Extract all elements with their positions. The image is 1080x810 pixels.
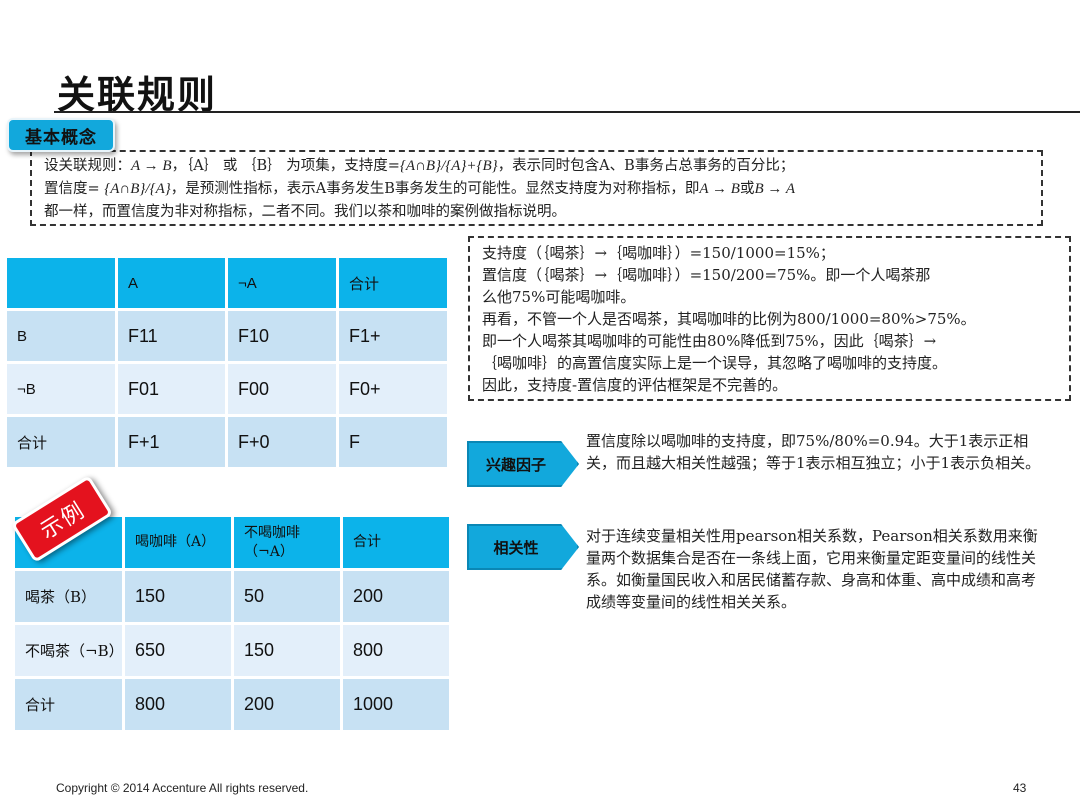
row-label: 合计: [7, 417, 115, 467]
table-row: 不喝茶（¬B） 650 150 800: [15, 625, 449, 676]
header-cell: 合计: [339, 258, 447, 308]
table-cell: F+1: [118, 417, 225, 467]
calc-line: 支持度（｛喝茶｝→｛喝咖啡｝）=150/1000=15%；: [482, 244, 835, 262]
table-row: B F11 F10 F1+: [7, 311, 447, 361]
table-cell: F11: [118, 311, 225, 361]
header-cell: ¬A: [228, 258, 336, 308]
header-cell: [7, 258, 115, 308]
interest-factor-tag: 兴趣因子: [467, 441, 579, 487]
table-row: 合计 800 200 1000: [15, 679, 449, 730]
header-cell: 不喝咖啡（¬A）: [234, 517, 340, 568]
table-row: 喝茶（B） 150 50 200: [15, 571, 449, 622]
header-cell: 合计: [343, 517, 449, 568]
rule-formula: A → B: [131, 158, 172, 174]
table-cell: 150: [125, 571, 231, 622]
calc-line: 即一个人喝茶其喝咖啡的可能性由80%降低到75%，因此｛喝茶｝→: [482, 332, 937, 350]
copyright-text: Copyright © 2014 Accenture All rights re…: [56, 781, 309, 795]
notation-table: A ¬A 合计 B F11 F10 F1+ ¬B F01 F00 F0+ 合计 …: [4, 255, 450, 470]
table-row: 合计 F+1 F+0 F: [7, 417, 447, 467]
row-label: B: [7, 311, 115, 361]
row-label: 不喝茶（¬B）: [15, 625, 124, 676]
calc-line: 再看，不管一个人是否喝茶，其喝咖啡的比例为800/1000=80%>75%。: [482, 310, 976, 328]
calc-line: ｛喝咖啡｝的高置信度实际上是一个误导，其忽略了喝咖啡的支持度。: [482, 354, 948, 372]
basic-concept-tag: 基本概念: [7, 118, 115, 152]
table-cell: 50: [234, 571, 340, 622]
interest-factor-description: 置信度除以喝咖啡的支持度，即75%/80%=0.94。大于1表示正相关，而且越大…: [586, 432, 1041, 472]
concept-line-2: 置信度= {A∩B}/{A}，是预测性指标，表示A事务发生B事务发生的可能性。显…: [44, 181, 795, 197]
table-cell: 650: [125, 625, 231, 676]
example-table: 喝咖啡（A） 不喝咖啡（¬A） 合计 喝茶（B） 150 50 200 不喝茶（…: [12, 514, 452, 733]
concept-line-1: 设关联规则：A → B，｛A｝ 或 ｛B｝ 为项集，支持度={A∩B}/{A}+…: [44, 158, 795, 174]
calc-line: 置信度（｛喝茶｝→｛喝咖啡｝）=150/200=75%。即一个人喝茶那: [482, 266, 931, 284]
table-cell: 200: [343, 571, 449, 622]
table-cell: F00: [228, 364, 336, 414]
confidence-formula: {A∩B}/{A}: [104, 181, 171, 197]
header-cell: 喝咖啡（A）: [125, 517, 231, 568]
row-label: 喝茶（B）: [15, 571, 122, 622]
header-cell: A: [118, 258, 225, 308]
title-divider: [54, 111, 1080, 113]
support-formula: {A∩B}/{A}+{B}: [399, 158, 498, 174]
row-label: 合计: [15, 679, 122, 730]
slide-title: 关联规则: [57, 72, 218, 117]
table-cell: 200: [234, 679, 340, 730]
row-label: ¬B: [7, 364, 115, 414]
calc-line: 么他75%可能喝咖啡。: [482, 288, 636, 306]
table-cell: F10: [228, 311, 336, 361]
table-cell: 800: [125, 679, 231, 730]
table-cell: F+0: [228, 417, 336, 467]
table-header-row: A ¬A 合计: [7, 258, 447, 308]
correlation-description: 对于连续变量相关性用pearson相关系数，Pearson相关系数用来衡量两个数…: [586, 527, 1038, 611]
calculation-box: 支持度（｛喝茶｝→｛喝咖啡｝）=150/1000=15%； 置信度（｛喝茶｝→｛…: [468, 236, 1071, 401]
correlation-tag: 相关性: [467, 524, 579, 570]
page-number: 43: [1013, 781, 1027, 795]
table-cell: 1000: [343, 679, 449, 730]
table-cell: F01: [118, 364, 225, 414]
table-cell: 150: [234, 625, 340, 676]
table-cell: 800: [343, 625, 449, 676]
calc-line: 因此，支持度-置信度的评估框架是不完善的。: [482, 376, 788, 394]
table-cell: F: [339, 417, 447, 467]
table-header-row: 喝咖啡（A） 不喝咖啡（¬A） 合计: [15, 517, 449, 568]
table-cell: F1+: [339, 311, 447, 361]
table-row: ¬B F01 F00 F0+: [7, 364, 447, 414]
concept-line-3: 都一样，而置信度为非对称指标，二者不同。我们以茶和咖啡的案例做指标说明。: [44, 204, 566, 220]
table-cell: F0+: [339, 364, 447, 414]
basic-concept-box: 设关联规则：A → B，｛A｝ 或 ｛B｝ 为项集，支持度={A∩B}/{A}+…: [30, 150, 1043, 226]
